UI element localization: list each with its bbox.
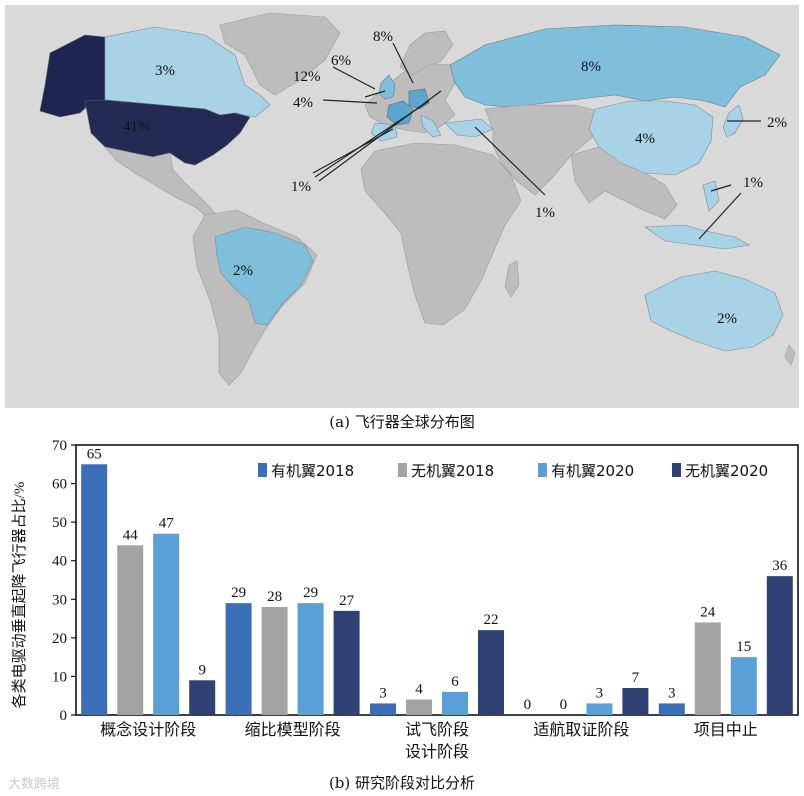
legend-swatch <box>398 463 407 477</box>
bar-value-label: 24 <box>700 604 716 620</box>
region-scandinavia <box>399 30 454 76</box>
bar-value-label: 47 <box>159 516 175 532</box>
bar-value-label: 3 <box>668 685 676 701</box>
bar-value-label: 36 <box>772 558 788 574</box>
bar <box>81 464 108 715</box>
legend-label: 有机翼2018 <box>271 462 354 480</box>
plot-frame <box>75 444 799 716</box>
bar <box>442 691 468 715</box>
leader-lines <box>312 42 761 240</box>
label-france: 12% <box>293 69 321 85</box>
legend-swatch <box>538 463 547 477</box>
y-tick-label: 70 <box>52 438 67 454</box>
bar <box>189 680 216 715</box>
region-france <box>386 100 414 126</box>
label-israel: 1% <box>535 205 555 221</box>
label-sea: 1% <box>743 175 763 191</box>
bar <box>370 703 396 715</box>
legend-label: 无机翼2018 <box>411 462 494 480</box>
region-mexico-central-america <box>104 146 216 220</box>
bar-value-label: 27 <box>339 593 355 609</box>
label-china: 4% <box>635 131 655 147</box>
label-usa: 41% <box>123 119 151 135</box>
bar <box>153 533 180 715</box>
region-russia <box>449 24 781 108</box>
bar <box>117 545 144 715</box>
bar <box>333 610 360 715</box>
bar <box>406 699 432 715</box>
bar <box>225 603 252 715</box>
label-russia: 8% <box>581 59 601 75</box>
label-japan: 2% <box>767 115 787 131</box>
label-canada: 3% <box>155 63 175 79</box>
bar-value-label: 29 <box>303 585 318 601</box>
x-tick-label: 缩比模型阶段 <box>245 720 341 739</box>
bar-value-label: 28 <box>267 589 282 605</box>
region-africa <box>360 142 522 326</box>
region-southeast-asia <box>570 146 678 220</box>
y-axis-label: 各类电驱动垂直起降飞行器占比/% <box>11 482 28 709</box>
y-tick-label: 50 <box>52 515 67 531</box>
region-brazil <box>214 226 314 326</box>
y-tick-label: 30 <box>52 592 67 608</box>
stage-bar-chart: 0 10 20 30 40 50 60 70 65 44 47 9 29 28 29 27 3 4 6 22 0 0 3 7… <box>11 438 799 761</box>
bar-value-label: 22 <box>484 612 499 628</box>
bar-value-label: 0 <box>524 697 532 713</box>
region-australia <box>644 270 784 352</box>
label-netherlands: 6% <box>331 53 351 69</box>
label-australia: 2% <box>717 311 737 327</box>
x-tick-label: 项目中止 <box>694 720 758 739</box>
legend-label: 有机翼2020 <box>551 462 634 480</box>
label-south-europe: 1% <box>291 179 311 195</box>
bar <box>730 657 757 715</box>
x-tick-label: 设计阶段 <box>405 742 469 761</box>
region-new-zealand <box>784 344 796 366</box>
bar-value-label: 65 <box>87 446 102 462</box>
bar <box>478 630 504 715</box>
bar-value-label: 3 <box>379 685 387 701</box>
world-map: 3% 41% 2% 8% 4% 2% 2% 6% 8% 12% 4% 1% 1%… <box>5 5 799 408</box>
bar <box>297 603 324 715</box>
bar-value-label: 7 <box>632 670 640 686</box>
x-tick-label: 试飞阶段 <box>405 720 469 739</box>
bar <box>694 622 721 715</box>
label-germany: 8% <box>373 29 393 45</box>
bar-value-label: 29 <box>231 585 246 601</box>
bar-value-label: 15 <box>736 639 751 655</box>
bar-value-label: 3 <box>596 685 604 701</box>
legend-swatch <box>672 463 681 477</box>
legend-swatch <box>258 463 267 477</box>
bar-value-label: 4 <box>415 682 423 698</box>
chart-caption: (b) 研究阶段对比分析 <box>328 774 476 792</box>
region-south-europe <box>370 114 442 142</box>
bar-value-label: 0 <box>560 697 568 713</box>
region-madagascar <box>504 260 520 298</box>
bar <box>261 607 288 715</box>
region-greenland <box>219 12 341 96</box>
bar <box>586 703 613 715</box>
label-brazil: 2% <box>233 263 253 279</box>
y-tick-label: 20 <box>52 631 67 647</box>
y-tick-label: 10 <box>52 669 67 685</box>
bar-value-label: 44 <box>123 527 139 543</box>
map-caption: (a) 飞行器全球分布图 <box>329 413 475 431</box>
legend-label: 无机翼2020 <box>685 462 768 480</box>
y-tick-label: 0 <box>60 708 68 724</box>
bar-value-label: 9 <box>198 662 206 678</box>
watermark-logo: 大数跨境 <box>8 777 61 792</box>
label-uk: 4% <box>293 95 313 111</box>
y-tick-label: 40 <box>52 554 67 570</box>
x-tick-label: 适航取证阶段 <box>533 720 629 739</box>
region-indonesia <box>644 180 750 250</box>
bar <box>766 576 793 715</box>
bar <box>658 703 685 715</box>
y-tick-label: 60 <box>52 477 67 493</box>
x-tick-label: 概念设计阶段 <box>100 720 196 739</box>
bar <box>622 688 649 715</box>
bar-value-label: 6 <box>451 674 459 690</box>
